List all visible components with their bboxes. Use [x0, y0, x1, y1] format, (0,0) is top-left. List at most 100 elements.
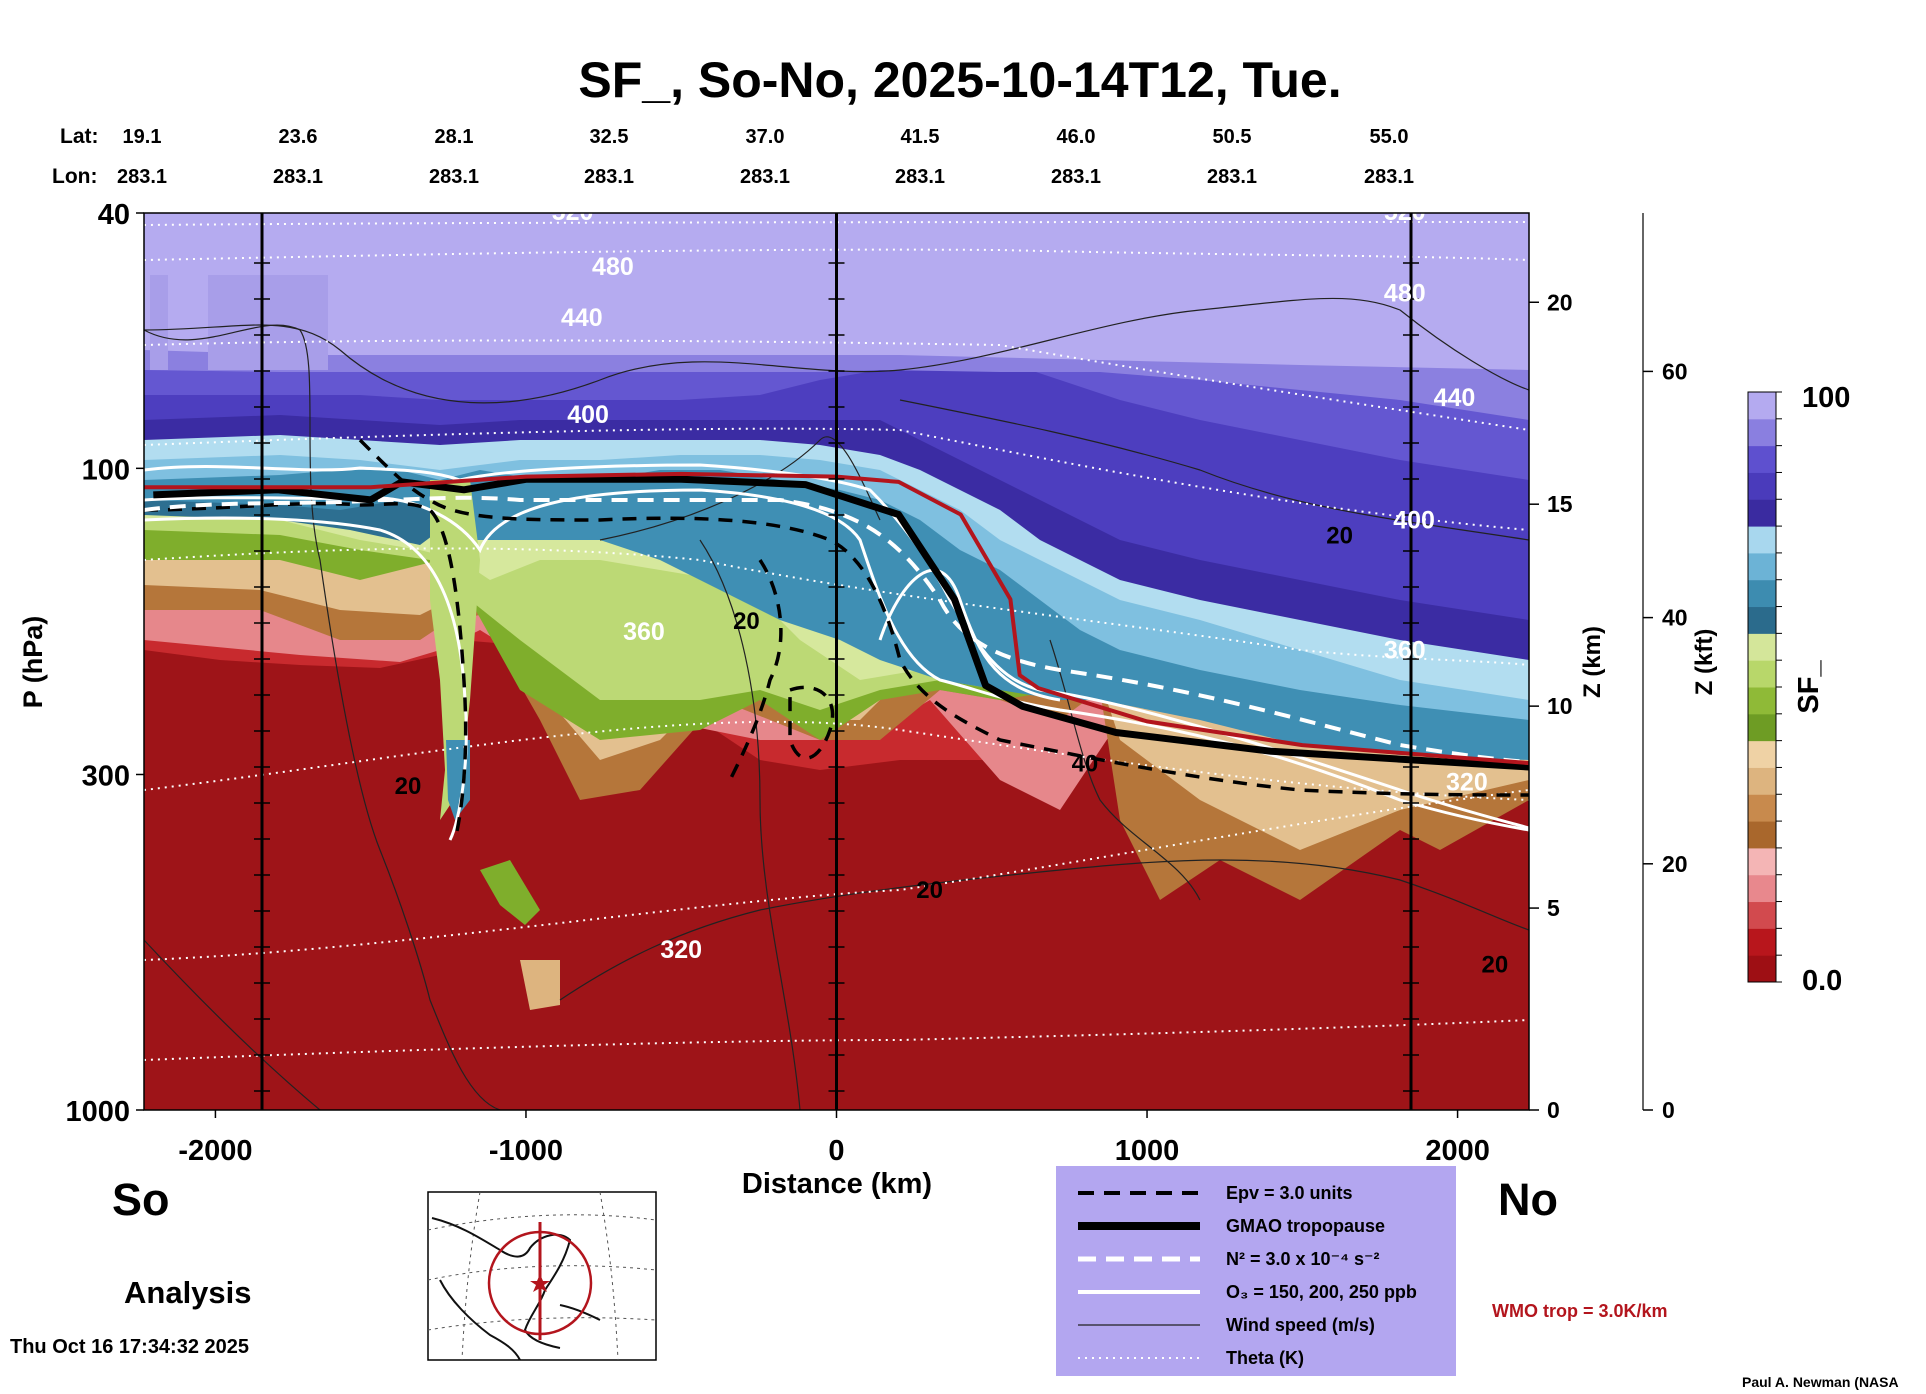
chart-title: SF_, So-No, 2025-10-14T12, Tue.: [578, 52, 1341, 108]
x-axis: -2000 -1000 0 1000 2000: [178, 1110, 1490, 1167]
wind-contour-lower: [144, 939, 321, 1110]
x-tick-label: 2000: [1425, 1135, 1490, 1167]
theta-300: [144, 789, 1529, 961]
lat-value: 28.1: [435, 126, 474, 148]
legend-label: N² = 3.0 x 10⁻⁴ s⁻²: [1226, 1249, 1379, 1269]
lon-value: 283.1: [1364, 166, 1414, 188]
theta-label: 320: [660, 936, 702, 964]
z-km-tick-label: 5: [1547, 895, 1560, 921]
z-km-tick-label: 15: [1547, 491, 1573, 517]
epv-upper: [358, 438, 1529, 797]
blob-tan: [520, 960, 560, 1010]
wind-contour-20d: [559, 859, 1529, 1001]
z-km-tick-label: 0: [1547, 1097, 1560, 1123]
y-tick-label: 100: [82, 454, 130, 486]
lat-label: Lat:: [60, 125, 99, 148]
north-label: No: [1498, 1174, 1558, 1225]
lon-value: 283.1: [740, 166, 790, 188]
z-kft-axis-label: Z (kft): [1691, 629, 1718, 696]
epv-fold-2: [728, 559, 783, 781]
legend-label: Theta (K): [1226, 1348, 1304, 1368]
blob-green: [480, 860, 540, 925]
x-tick-label: 1000: [1115, 1135, 1180, 1167]
theta-label: 360: [623, 618, 665, 646]
wind-contour-upper: [144, 297, 1529, 404]
lon-value: 283.1: [117, 166, 167, 188]
x-tick-label: -1000: [489, 1135, 563, 1167]
colorbar-segment: [1748, 633, 1776, 661]
z-kft-tick-label: 0: [1662, 1097, 1675, 1123]
theta-290: [144, 1019, 1529, 1061]
colorbar-segment: [1748, 445, 1776, 473]
map-center-star: [530, 1274, 550, 1292]
lat-value: 37.0: [746, 126, 785, 148]
theta-label: 520: [1384, 198, 1426, 226]
theta-labels: 520 480 440 400 360 320 520 480 440 400 360 320: [552, 198, 1488, 964]
colorbar-segment: [1748, 874, 1776, 903]
gmao-tropopause-line: [153, 475, 1529, 771]
z-kft-axis: 0 20 40 60: [1643, 358, 1688, 1123]
x-axis-label: Distance (km): [742, 1168, 932, 1200]
wind-label: 20: [1326, 523, 1353, 550]
legend-label: Wind speed (m/s): [1226, 1315, 1375, 1335]
wind-contour-20a: [144, 324, 501, 1110]
theta-400: [144, 427, 1529, 531]
lat-value: 32.5: [590, 126, 629, 148]
theta-360: [144, 547, 1529, 666]
theta-label: 480: [592, 253, 634, 281]
colorbar-segment: [1748, 767, 1776, 795]
theta-label: 440: [1434, 384, 1476, 412]
wind-label: 20: [1481, 951, 1508, 978]
z-kft-tick-label: 20: [1662, 851, 1688, 877]
colorbar-segment: [1748, 847, 1776, 876]
wind-contours: [144, 297, 1529, 1110]
strat-patch-1: [150, 275, 168, 370]
lat-value: 23.6: [279, 126, 318, 148]
x-tick-label: -2000: [178, 1135, 252, 1167]
analysis-label: Analysis: [124, 1275, 252, 1310]
colorbar-segment: [1748, 499, 1776, 527]
legend-label: Epv = 3.0 units: [1226, 1183, 1353, 1203]
colorbar-label: SF_: [1793, 660, 1825, 714]
lat-value: 41.5: [901, 126, 940, 148]
theta-contours: [144, 221, 1529, 1061]
o3-150: [144, 463, 1529, 830]
reference-vertical-lines: [254, 213, 1419, 1110]
fold-intrusion-blue: [446, 740, 470, 820]
legend: Epv = 3.0 units GMAO tropopause N² = 3.0 x…: [1056, 1166, 1456, 1376]
theta-label: 400: [1393, 506, 1435, 534]
theta-label: 320: [1446, 769, 1488, 797]
z-kft-tick-label: 40: [1662, 605, 1688, 631]
theta-label: 480: [1384, 280, 1426, 308]
colorbar-segment: [1748, 418, 1776, 447]
epv-blob: [788, 685, 835, 760]
colorbar-segment: [1748, 713, 1776, 742]
colorbar: [1747, 391, 1782, 983]
y-tick-label: 1000: [65, 1096, 130, 1128]
z-kft-tick-label: 60: [1662, 358, 1688, 384]
lat-value: 55.0: [1370, 126, 1409, 148]
colorbar-segment: [1748, 660, 1776, 688]
wmo-tropopause-line: [144, 471, 1529, 766]
lon-value: 283.1: [1051, 166, 1101, 188]
colorbar-segment: [1748, 901, 1776, 929]
legend-label: O₃ = 150, 200, 250 ppb: [1226, 1282, 1417, 1302]
colorbar-segment: [1748, 472, 1776, 500]
theta-label: 440: [561, 304, 603, 332]
y-tick-label: 300: [82, 760, 130, 792]
lon-label: Lon:: [52, 165, 97, 188]
lat-value: 19.1: [123, 126, 162, 148]
legend-label: GMAO tropopause: [1226, 1216, 1385, 1236]
y-axis: 40 100 300 1000: [65, 199, 144, 1128]
lat-value: 46.0: [1057, 126, 1096, 148]
colorbar-segment: [1748, 606, 1776, 634]
locator-map: [427, 1191, 657, 1361]
n2-contours: [144, 495, 1529, 764]
colorbar-segment: [1748, 928, 1776, 956]
colorbar-min-label: 0.0: [1802, 965, 1842, 997]
theta-480: [144, 248, 1529, 261]
timestamp: Thu Oct 16 17:34:32 2025: [10, 1336, 249, 1358]
theta-440: [144, 339, 1529, 431]
